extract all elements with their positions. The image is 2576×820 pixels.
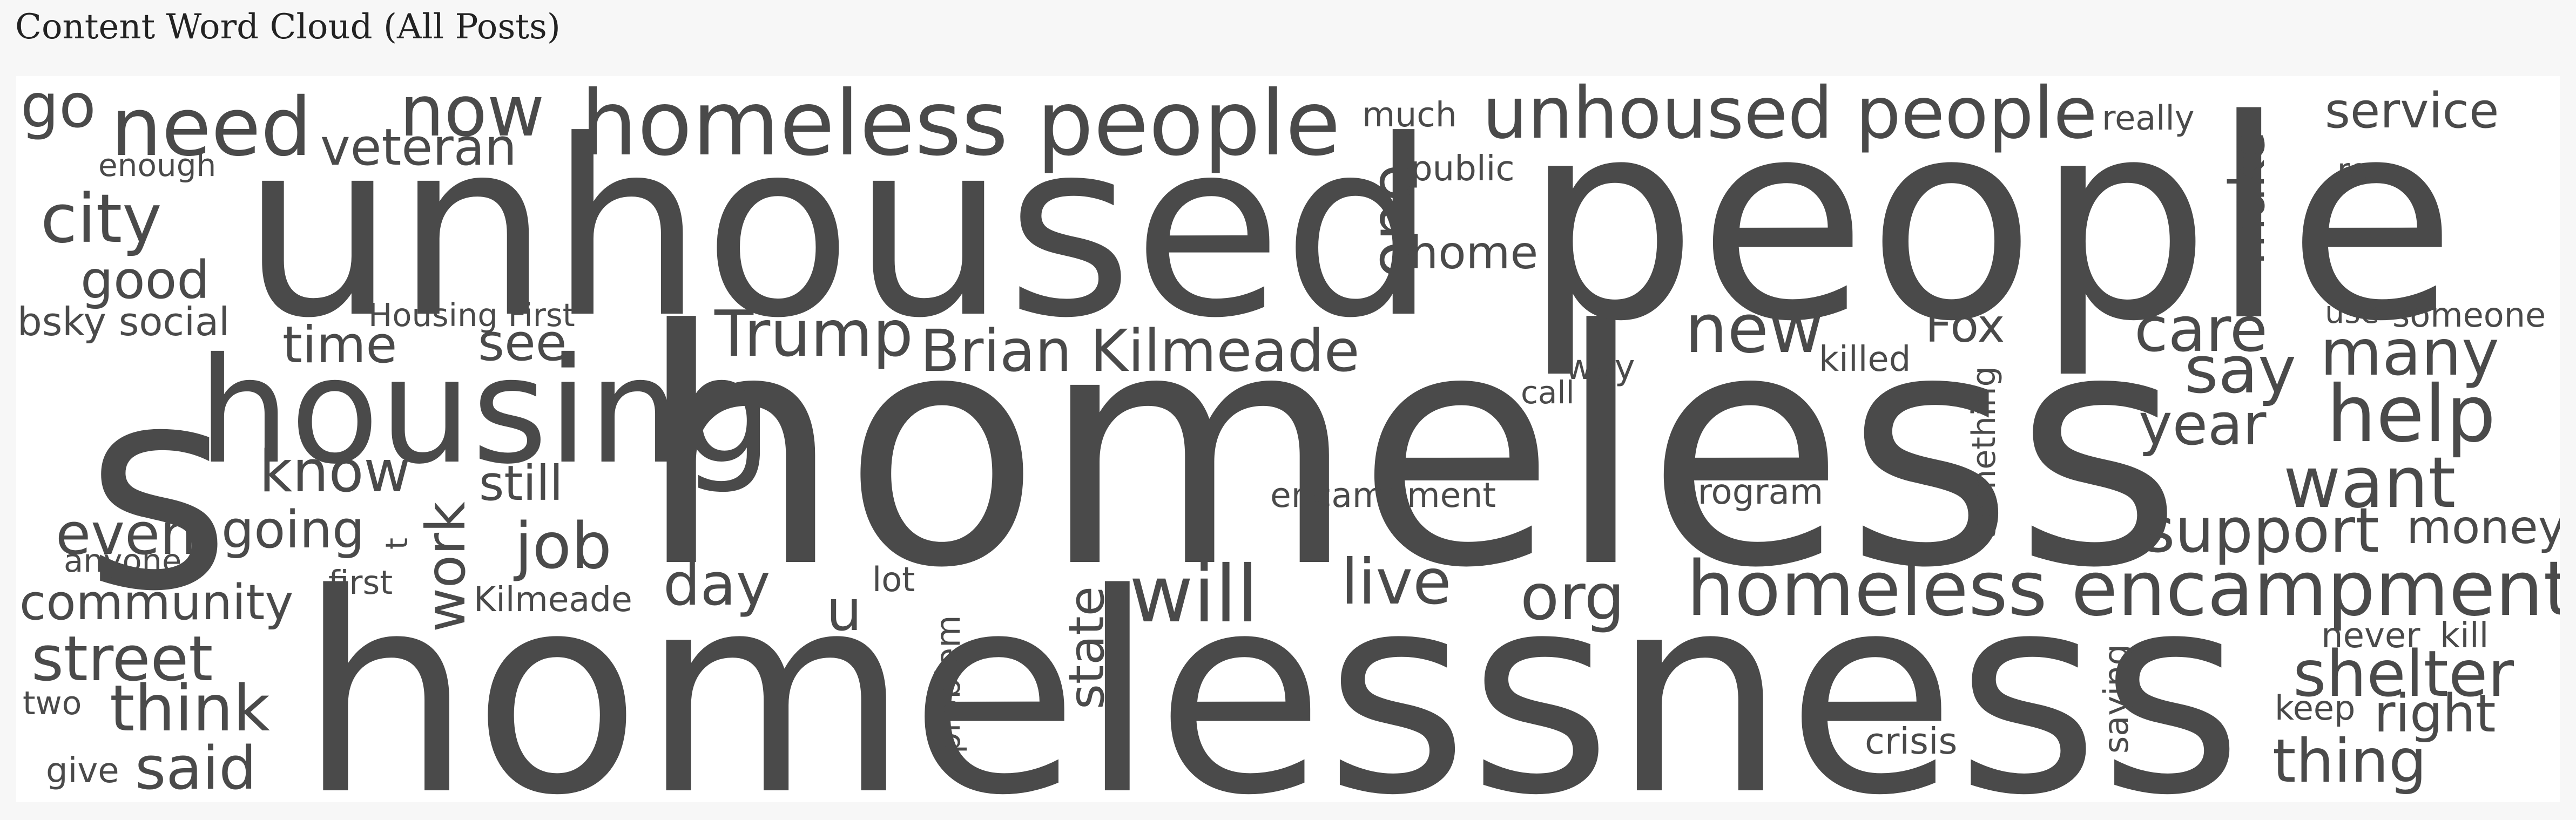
word-saying: saying bbox=[2096, 644, 2136, 754]
word-service: service bbox=[2325, 83, 2499, 139]
word-state: state bbox=[1058, 586, 1115, 709]
word-good: good bbox=[80, 250, 210, 310]
word-t: t bbox=[380, 538, 415, 550]
word-never: never bbox=[2321, 616, 2420, 656]
word-year: year bbox=[2139, 391, 2267, 458]
word-said: said bbox=[135, 734, 257, 802]
word-care: care bbox=[2134, 294, 2268, 365]
word-money: money bbox=[2406, 500, 2560, 554]
word-cloud: homelessness homeless unhoused people s … bbox=[16, 76, 2560, 802]
word-need: need bbox=[111, 81, 312, 174]
word-even: even bbox=[56, 501, 197, 567]
word-time: time bbox=[282, 316, 397, 375]
word-shelter: shelter bbox=[2293, 636, 2514, 711]
word-know: know bbox=[259, 438, 411, 505]
word-think: think bbox=[110, 671, 270, 746]
word-re: re bbox=[2337, 152, 2369, 188]
word-kilmeade: Kilmeade bbox=[474, 580, 632, 619]
word-brian-kilmeade: Brian Kilmeade bbox=[920, 318, 1360, 385]
word-street: street bbox=[31, 623, 213, 695]
word-someone: someone bbox=[2392, 295, 2546, 335]
word-trump: Trump bbox=[714, 296, 913, 371]
word-thing: thing bbox=[2272, 727, 2427, 796]
word-home: home bbox=[1410, 226, 1539, 279]
word-now: now bbox=[400, 76, 545, 152]
word-community: community bbox=[19, 574, 294, 631]
word-kill: kill bbox=[2440, 616, 2489, 656]
word-people: people bbox=[1523, 76, 2457, 382]
word-keep: keep bbox=[2275, 688, 2356, 728]
word-u: u bbox=[826, 578, 862, 643]
word-something: something bbox=[1965, 366, 2003, 538]
word-support: support bbox=[2143, 494, 2379, 566]
word-housing-first: Housing First bbox=[368, 296, 575, 334]
word-give: give bbox=[46, 751, 119, 791]
word-homeless-people: homeless people bbox=[581, 76, 1341, 176]
word-job: job bbox=[515, 509, 612, 583]
word-homeless-encampment: homeless encampment bbox=[1687, 545, 2560, 633]
word-make: make bbox=[2219, 131, 2276, 265]
word-work: work bbox=[414, 502, 477, 632]
word-lot: lot bbox=[872, 560, 915, 599]
word-go: go bbox=[21, 76, 96, 141]
word-many: many bbox=[2320, 315, 2499, 390]
word-much: much bbox=[1362, 95, 1457, 134]
word-fox: Fox bbox=[1925, 299, 2005, 353]
word-housing: housing bbox=[198, 326, 773, 496]
word-call: call bbox=[1521, 374, 1575, 411]
word-enough: enough bbox=[98, 147, 217, 184]
word-new: new bbox=[1685, 290, 1824, 368]
word-say: say bbox=[2184, 333, 2297, 408]
word-really: really bbox=[2102, 98, 2195, 138]
word-org: org bbox=[1520, 560, 1625, 634]
word-want: want bbox=[2283, 442, 2456, 524]
word-live: live bbox=[1341, 546, 1452, 619]
word-help: help bbox=[2327, 369, 2496, 460]
word-homeless: homeless bbox=[637, 261, 2183, 639]
word-bsky-social: bsky social bbox=[17, 299, 230, 344]
word-problem: problem bbox=[928, 615, 968, 754]
word-day: day bbox=[663, 551, 771, 619]
word-still: still bbox=[479, 455, 563, 511]
word-will: will bbox=[1129, 549, 1259, 640]
word-unhoused: unhoused bbox=[241, 89, 1437, 371]
word-program: program bbox=[1676, 472, 1824, 512]
word-two: two bbox=[23, 685, 82, 722]
word-public: public bbox=[1411, 149, 1515, 189]
word-crisis: crisis bbox=[1865, 720, 1958, 762]
word-encampment: encampment bbox=[1270, 476, 1496, 515]
word-anyone: anyone bbox=[64, 542, 182, 579]
word-use: use bbox=[2325, 295, 2379, 330]
word-going: going bbox=[221, 500, 365, 560]
word-see: see bbox=[478, 314, 567, 372]
word-unhoused-people: unhoused people bbox=[1482, 76, 2098, 155]
word-homelessness: homelessness bbox=[298, 536, 2243, 803]
word-killed: killed bbox=[1819, 340, 1911, 379]
word-way: way bbox=[1565, 348, 1635, 388]
page-title: Content Word Cloud (All Posts) bbox=[15, 7, 561, 47]
word-city: city bbox=[41, 180, 162, 258]
word-veteran: veteran bbox=[320, 118, 517, 177]
word-first: first bbox=[328, 564, 393, 602]
word-s: s bbox=[85, 326, 231, 653]
word-right: right bbox=[2374, 683, 2496, 744]
